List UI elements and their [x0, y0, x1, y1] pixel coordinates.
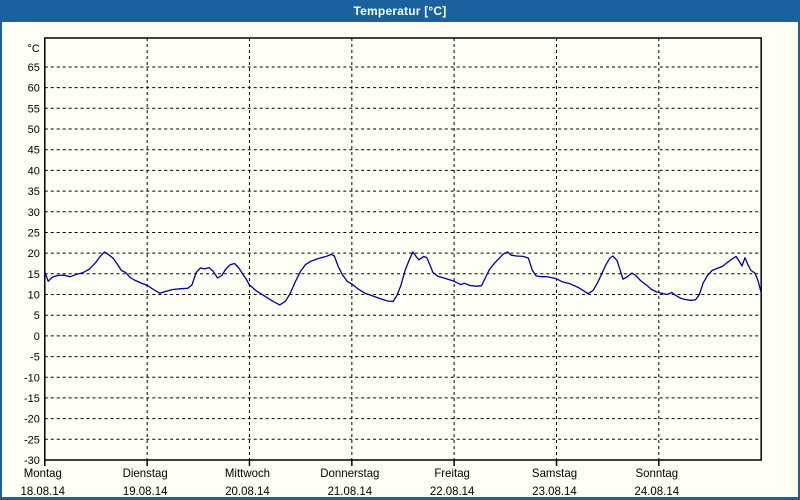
day-date-label: 23.08.14 [532, 486, 577, 497]
y-tick-label: -5 [30, 352, 40, 364]
y-tick-label: 15 [28, 269, 40, 281]
y-tick-label: -10 [24, 372, 40, 384]
day-date-label: 21.08.14 [328, 486, 373, 497]
y-tick-label: 0 [34, 331, 40, 343]
y-tick-label: 55 [28, 103, 40, 115]
y-axis-unit-label: °C [28, 43, 40, 55]
day-date-label: 22.08.14 [430, 486, 475, 497]
y-tick-label: -30 [24, 455, 40, 467]
day-date-label: 18.08.14 [21, 486, 66, 497]
y-tick-label: -20 [24, 414, 40, 426]
y-tick-label: -15 [24, 393, 40, 405]
temperature-chart: -30 -25 -20 -15 -10 -5 0 5 10 15 20 25 30 35 40 45 50 55 6… [21, 37, 762, 497]
y-tick-label: 50 [28, 124, 40, 136]
temperature-line [44, 251, 762, 306]
day-date-label: 19.08.14 [123, 486, 168, 497]
y-tick-label: 65 [28, 62, 40, 74]
y-tick-label: 20 [28, 248, 40, 260]
y-tick-label: 45 [28, 145, 40, 157]
y-tick-label: 35 [28, 186, 40, 198]
y-tick-label: 10 [28, 289, 40, 301]
y-tick-label: 5 [34, 310, 40, 322]
window-title: Temperatur [°C] [353, 4, 447, 18]
window-title-bar: Temperatur [°C] [0, 0, 800, 22]
y-tick-label: 40 [28, 165, 40, 177]
day-name-label: Mittwoch [225, 468, 270, 480]
day-name-label: Montag [24, 468, 62, 480]
day-name-label: Samstag [532, 468, 577, 480]
day-name-label: Donnerstag [320, 468, 379, 480]
y-tick-label: 25 [28, 227, 40, 239]
y-tick-label: -25 [24, 434, 40, 446]
plot-frame [44, 37, 762, 461]
day-name-label: Dienstag [123, 468, 168, 480]
y-tick-label: 60 [28, 83, 40, 95]
y-tick-label: 30 [28, 207, 40, 219]
day-date-label: 24.08.14 [635, 486, 680, 497]
day-name-label: Freitag [434, 468, 470, 480]
chart-content: -30 -25 -20 -15 -10 -5 0 5 10 15 20 25 30 35 40 45 50 55 6… [2, 22, 798, 497]
day-name-label: Sonntag [635, 468, 678, 480]
day-date-label: 20.08.14 [225, 486, 270, 497]
